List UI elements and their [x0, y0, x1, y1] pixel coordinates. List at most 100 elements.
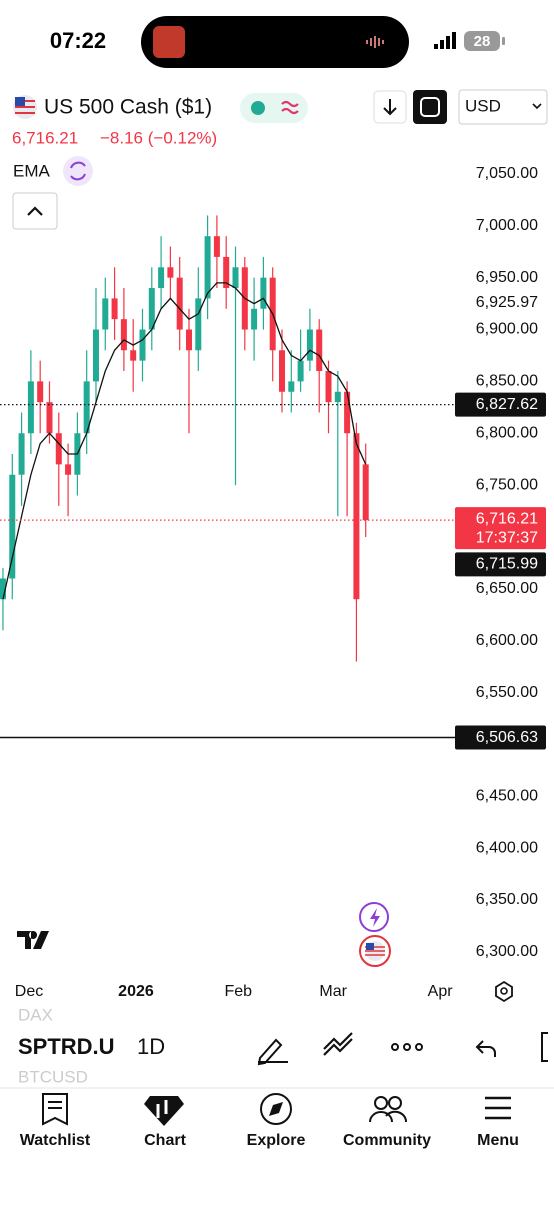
tab-label[interactable]: Watchlist [20, 1132, 91, 1149]
currency: USD [465, 96, 501, 115]
symbol-name[interactable]: US 500 Cash ($1) [44, 96, 212, 119]
settings-button[interactable] [495, 980, 513, 1003]
indicator-toggle[interactable] [63, 156, 93, 186]
price-label-box [455, 392, 546, 417]
candle-body [55, 433, 62, 465]
y-tick-label: 6,850.00 [476, 373, 538, 390]
candle-body [362, 464, 369, 521]
candle-body [102, 298, 109, 330]
price-label-box [455, 552, 546, 577]
candle-body [65, 464, 72, 475]
candle-body [111, 298, 118, 320]
y-tick-label: 7,050.00 [476, 165, 538, 182]
collapse-button[interactable] [12, 192, 58, 230]
prev-symbol[interactable]: DAX [18, 1005, 53, 1024]
chart-icon-candles [156, 1100, 168, 1118]
y-tick-label: 6,300.00 [476, 943, 538, 960]
candle-body [223, 256, 230, 289]
candle-body [176, 277, 183, 330]
y-tick-label: 6,900.00 [476, 321, 538, 338]
candle-body [148, 288, 155, 330]
status-dot [251, 101, 265, 115]
battery-cap [502, 37, 505, 45]
flag-stripe [15, 112, 35, 114]
more-button[interactable] [391, 1043, 423, 1051]
ema-line [2, 282, 367, 600]
flag-canton [366, 943, 374, 950]
lightning-icon [370, 908, 380, 927]
now-playing-art [153, 26, 185, 58]
price-label: 6,506.63 [476, 729, 538, 746]
interval[interactable]: 1D [137, 1034, 165, 1059]
x-tick-label: 2026 [118, 983, 154, 1000]
currency-select[interactable] [458, 89, 548, 125]
draw-tool[interactable] [257, 1038, 288, 1066]
toolbar-symbol[interactable]: SPTRD.U [18, 1034, 115, 1059]
fullscreen-button[interactable] [413, 90, 447, 124]
price-label-box [455, 725, 546, 750]
price-change: −8.16 (−0.12%) [100, 128, 217, 147]
y-tick-label: 6,550.00 [476, 684, 538, 701]
battery-level: 28 [474, 33, 491, 50]
fullscreen-icon [420, 97, 440, 117]
x-tick-label: Feb [224, 983, 252, 1000]
candle-body [195, 298, 202, 351]
candle-body [316, 329, 323, 372]
y-tick-label: 6,650.00 [476, 580, 538, 597]
y-tick-label: 6,750.00 [476, 476, 538, 493]
refresh-icon [70, 161, 86, 181]
candle-body [92, 329, 99, 382]
y-tick-label: 7,000.00 [476, 217, 538, 234]
price-label: 6,715.99 [476, 556, 538, 573]
candle-body [288, 381, 295, 392]
settings-dot [500, 987, 508, 995]
indicator-name[interactable]: EMA [13, 161, 51, 180]
y-tick-label: 6,400.00 [476, 839, 538, 856]
status-time: 07:22 [50, 28, 106, 53]
indicators-tool[interactable] [323, 1032, 353, 1056]
candle-body [344, 391, 351, 434]
candle-body [306, 329, 313, 361]
candle-body [37, 381, 44, 403]
audio-wave [366, 36, 384, 48]
price-label: 6,716.21 [476, 510, 538, 527]
tradingview-logo [17, 931, 49, 949]
tab-label[interactable]: Community [343, 1132, 431, 1149]
tab-label[interactable]: Menu [477, 1132, 519, 1149]
chart-icon [144, 1096, 184, 1126]
next-symbol[interactable]: BTCUSD [18, 1067, 88, 1086]
candle-body [83, 381, 90, 434]
candle-body [46, 402, 53, 434]
candle-body [325, 371, 332, 403]
price-label-box [455, 507, 546, 550]
candle-body [18, 433, 25, 475]
candle-body [167, 267, 174, 278]
market-status[interactable] [240, 93, 308, 123]
candle-body [213, 236, 220, 257]
tab-label[interactable]: Explore [247, 1132, 306, 1149]
y-tick-label: 6,450.00 [476, 788, 538, 805]
y-tick-label: 6,350.00 [476, 891, 538, 908]
candle-body [297, 360, 304, 382]
price-marker-label: 6,925.97 [476, 294, 538, 311]
x-tick-label: Mar [319, 983, 347, 1000]
undo-button[interactable] [475, 1040, 496, 1057]
y-tick-label: 6,950.00 [476, 269, 538, 286]
candle-body [0, 578, 6, 600]
candle-body [9, 474, 16, 579]
candle-body [204, 236, 211, 299]
y-tick-label: 6,800.00 [476, 424, 538, 441]
candle-body [27, 381, 34, 434]
delayed-icon [281, 100, 299, 115]
redo-button[interactable] [541, 1032, 548, 1062]
x-tick-label: Dec [15, 983, 43, 1000]
chevron-up [27, 206, 43, 216]
y-tick-label: 6,600.00 [476, 632, 538, 649]
menu-icon [485, 1096, 511, 1120]
tab-label[interactable]: Chart [144, 1132, 186, 1149]
candle-body [120, 319, 127, 351]
arrow-icon [383, 99, 397, 116]
tab-bar: Watchlist Chart Explore Community Menu [20, 1132, 519, 1149]
x-tick-label: Apr [428, 983, 454, 1000]
candle-body [158, 267, 165, 289]
